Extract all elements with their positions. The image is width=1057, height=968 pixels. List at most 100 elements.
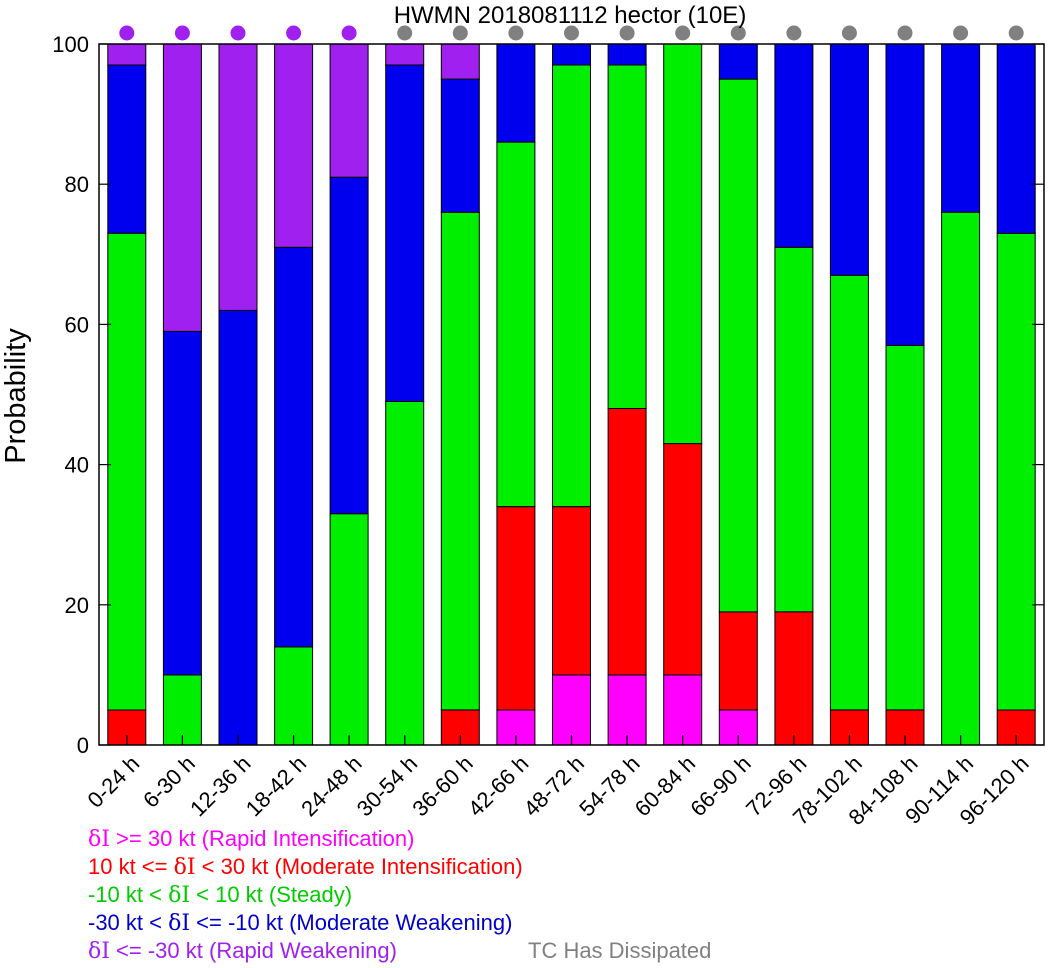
bar-segment-ri bbox=[552, 674, 591, 746]
legend-entry: 10 kt <= δI < 30 kt (Moderate Intensific… bbox=[88, 854, 523, 880]
bar-segment-st bbox=[663, 43, 703, 445]
bar-segment-mw bbox=[829, 43, 869, 276]
bar-segment-rw bbox=[274, 43, 314, 248]
bar-segment-rw bbox=[218, 43, 258, 311]
legend-entry-text: <= -30 kt (Rapid Weakening) bbox=[109, 938, 397, 963]
y-tick-label: 60 bbox=[65, 312, 89, 337]
status-dot bbox=[230, 25, 246, 41]
legend-entry-delta: δI bbox=[168, 911, 191, 936]
bar-segment-mw bbox=[329, 176, 369, 515]
y-tick-label: 100 bbox=[52, 32, 89, 57]
legend-entry: δI <= -30 kt (Rapid Weakening) bbox=[88, 938, 397, 964]
legend-entry-delta: δI bbox=[88, 827, 110, 852]
bar-segment-mw bbox=[552, 43, 591, 66]
bar-segment-ri bbox=[663, 674, 703, 746]
bar-segment-mi bbox=[774, 611, 814, 746]
bar-segment-st bbox=[107, 232, 147, 711]
status-dot bbox=[341, 25, 357, 41]
bar-segment-rw bbox=[107, 43, 147, 66]
x-tick-label: 24-48 h bbox=[296, 751, 366, 821]
legend-entry-delta: δI bbox=[168, 883, 191, 908]
status-dot bbox=[508, 25, 524, 41]
bar-segment-mi bbox=[663, 443, 703, 676]
bar-segment-st bbox=[996, 232, 1036, 711]
bar-segment-mw bbox=[607, 43, 647, 66]
status-dot bbox=[119, 25, 135, 41]
bar-segment-ri bbox=[607, 674, 647, 746]
bar-segment-mw bbox=[162, 330, 202, 676]
bar-segment-st bbox=[607, 64, 647, 409]
y-tick-label: 40 bbox=[65, 453, 89, 478]
bar-segment-mw bbox=[885, 43, 925, 346]
x-tick-label: 48-72 h bbox=[519, 751, 589, 821]
bar-segment-st bbox=[329, 513, 369, 746]
legend-entry-prefix: -30 kt < bbox=[88, 910, 169, 935]
bar-segment-mi bbox=[607, 408, 647, 676]
x-tick-label: 54-78 h bbox=[574, 751, 644, 821]
dissipated-note: TC Has Dissipated bbox=[528, 938, 712, 963]
bar-segment-st bbox=[774, 246, 814, 613]
bar-segment-st bbox=[552, 64, 591, 508]
bar-segment-mw bbox=[996, 43, 1036, 234]
status-dot bbox=[1008, 25, 1024, 41]
bar-segment-st bbox=[274, 646, 314, 746]
legend-entry-delta: δI bbox=[173, 855, 196, 880]
status-dot bbox=[174, 25, 190, 41]
legend-entry-prefix: -10 kt < bbox=[88, 882, 169, 907]
bar-segment-st bbox=[829, 274, 869, 711]
bar-segment-rw bbox=[329, 43, 369, 178]
y-tick-label: 0 bbox=[77, 733, 89, 758]
status-dot bbox=[564, 25, 579, 41]
status-dot bbox=[286, 25, 302, 41]
legend-entry-text: < 30 kt (Moderate Intensification) bbox=[195, 854, 523, 879]
bar-segment-st bbox=[162, 674, 202, 746]
status-dot bbox=[675, 25, 691, 41]
y-tick-label: 80 bbox=[65, 172, 89, 197]
bar-segment-mw bbox=[941, 43, 981, 213]
bars-layer bbox=[107, 43, 1036, 746]
x-tick-label: 18-42 h bbox=[241, 751, 311, 821]
bar-segment-mi bbox=[552, 506, 591, 676]
bar-segment-st bbox=[718, 78, 758, 613]
legend-entry-prefix: 10 kt <= bbox=[88, 854, 174, 879]
x-tick-label: 12-36 h bbox=[185, 751, 255, 821]
x-tick-label: 60-84 h bbox=[630, 751, 700, 821]
bar-segment-st bbox=[496, 141, 536, 508]
y-tick-label: 20 bbox=[65, 593, 89, 618]
status-dot bbox=[786, 25, 802, 41]
y-axis-label: Probability bbox=[0, 328, 32, 464]
legend-entry-text: <= -10 kt (Moderate Weakening) bbox=[190, 910, 513, 935]
status-dots-layer bbox=[119, 25, 1024, 41]
bar-segment-mw bbox=[385, 64, 425, 402]
bar-segment-rw bbox=[440, 43, 480, 80]
bar-segment-mw bbox=[718, 43, 758, 80]
legend-entry: δI >= 30 kt (Rapid Intensification) bbox=[88, 826, 414, 852]
legend-entry-delta: δI bbox=[88, 939, 110, 964]
bar-segment-rw bbox=[162, 43, 202, 332]
bar-segment-mi bbox=[496, 506, 536, 711]
legend-entry-text: >= 30 kt (Rapid Intensification) bbox=[109, 826, 415, 851]
x-tick-label: 42-66 h bbox=[463, 751, 533, 821]
x-tick-label: 36-60 h bbox=[407, 751, 477, 821]
status-dot bbox=[619, 25, 635, 41]
y-axis: 0 20 40 60 80 100 bbox=[52, 32, 1044, 758]
bar-segment-rw bbox=[385, 43, 425, 66]
x-tick-label: 0-24 h bbox=[83, 751, 145, 813]
status-dot bbox=[730, 25, 746, 41]
status-dot bbox=[452, 25, 468, 41]
bar-segment-st bbox=[941, 211, 981, 746]
legend-entry-text: < 10 kt (Steady) bbox=[190, 882, 353, 907]
status-dot bbox=[841, 25, 857, 41]
bar-segment-mi bbox=[718, 611, 758, 711]
x-tick-label: 66-90 h bbox=[685, 751, 755, 821]
status-dot bbox=[897, 25, 913, 41]
x-tick-label: 30-54 h bbox=[352, 751, 422, 821]
bar-segment-mw bbox=[218, 309, 258, 746]
legend-entry: -30 kt < δI <= -10 kt (Moderate Weakenin… bbox=[88, 910, 512, 936]
status-dot bbox=[397, 25, 413, 41]
bar-segment-st bbox=[385, 401, 425, 746]
bar-segment-st bbox=[440, 211, 480, 711]
bar-segment-st bbox=[885, 344, 925, 711]
bar-segment-mw bbox=[774, 43, 814, 248]
